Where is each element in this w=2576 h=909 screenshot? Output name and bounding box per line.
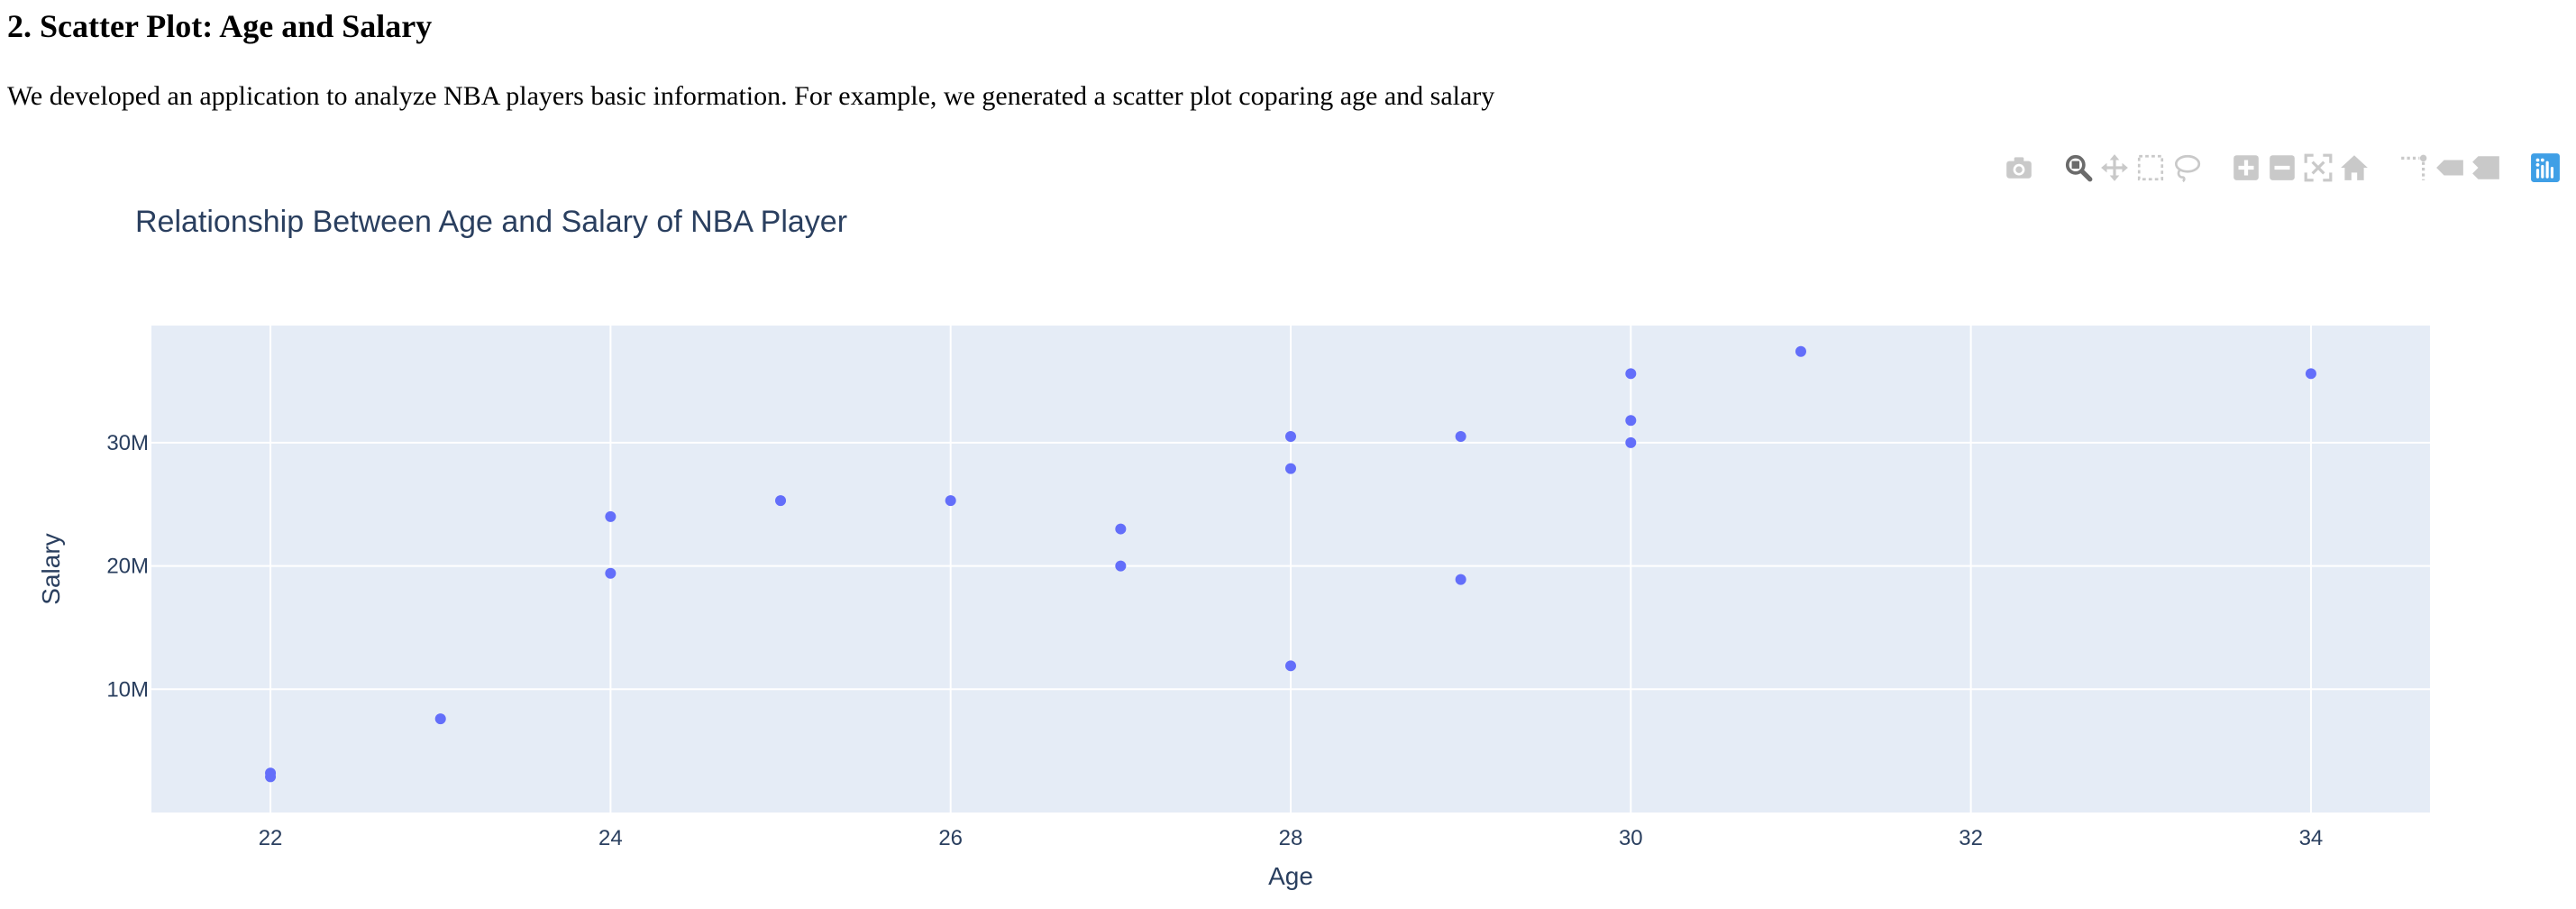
- autoscale-button[interactable]: [2300, 152, 2336, 184]
- scatter-point[interactable]: [775, 495, 787, 507]
- scatter-point[interactable]: [1285, 660, 1296, 672]
- scatter-point[interactable]: [265, 771, 277, 783]
- x-tick-label: 32: [1959, 826, 1983, 850]
- box-select-icon: [2137, 154, 2164, 181]
- modebar-group: [2001, 152, 2037, 184]
- plotly-logo-icon: [2531, 153, 2560, 182]
- x-tick-label: 34: [2299, 826, 2324, 850]
- scatter-points: [265, 345, 2316, 783]
- autoscale-icon: [2304, 153, 2333, 182]
- zoom-in-icon: [2233, 155, 2259, 180]
- y-tick-label: 10M: [106, 677, 149, 702]
- box-select-button[interactable]: [2133, 152, 2169, 184]
- spike-lines-button[interactable]: [2396, 152, 2432, 184]
- scatter-point[interactable]: [1795, 345, 1806, 357]
- plotly-logo-button[interactable]: [2527, 152, 2563, 184]
- scatter-point[interactable]: [1625, 436, 1637, 448]
- zoom-icon: [2065, 154, 2093, 182]
- zoom-out-button[interactable]: [2264, 152, 2300, 184]
- scatter-point[interactable]: [2305, 368, 2316, 380]
- spike-lines-icon: [2401, 154, 2427, 180]
- hover-compare-button[interactable]: [2468, 152, 2504, 184]
- zoom-out-icon: [2270, 155, 2295, 180]
- x-tick-label: 22: [259, 826, 283, 850]
- modebar-group: [2228, 152, 2372, 184]
- scatter-point[interactable]: [434, 713, 446, 725]
- x-tick-label: 26: [938, 826, 963, 850]
- scatter-point[interactable]: [1115, 523, 1127, 535]
- y-tick-labels: 10M 20M 30M: [106, 431, 149, 702]
- modebar-group: [2396, 152, 2504, 184]
- scatter-point[interactable]: [1625, 368, 1637, 380]
- reset-axes-icon: [2341, 155, 2368, 180]
- hover-closest-button[interactable]: [2432, 152, 2468, 184]
- x-tick-label: 28: [1279, 826, 1303, 850]
- y-tick-label: 20M: [106, 555, 149, 579]
- scatter-point[interactable]: [945, 495, 956, 507]
- camera-button[interactable]: [2001, 152, 2037, 184]
- scatter-point[interactable]: [1455, 574, 1466, 585]
- y-axis-label: Salary: [37, 533, 65, 604]
- x-tick-labels: 22 24 26 28 30 32 34: [259, 826, 2324, 850]
- y-tick-label: 30M: [106, 431, 149, 455]
- section-heading: 2. Scatter Plot: Age and Salary: [7, 8, 433, 44]
- scatter-point[interactable]: [1285, 431, 1296, 443]
- x-tick-label: 30: [1619, 826, 1643, 850]
- scatter-point[interactable]: [1455, 431, 1466, 443]
- scatter-point[interactable]: [1625, 415, 1637, 427]
- modebar-group: [2060, 152, 2205, 184]
- scatter-point[interactable]: [1285, 463, 1296, 474]
- chart-title: Relationship Between Age and Salary of N…: [135, 205, 847, 239]
- hover-closest-icon: [2436, 160, 2463, 176]
- scatter-point[interactable]: [605, 567, 617, 579]
- modebar-group: [2527, 152, 2563, 184]
- zoom-button[interactable]: [2060, 152, 2096, 184]
- chart-modebar: [1978, 152, 2563, 184]
- hover-compare-icon: [2472, 156, 2499, 179]
- scatter-chart: 22 24 26 28 30 32 34 10M 20M 30M Relationship Be…: [37, 205, 2430, 890]
- scatter-point[interactable]: [1115, 560, 1127, 572]
- zoom-in-button[interactable]: [2228, 152, 2264, 184]
- camera-icon: [2006, 157, 2032, 179]
- x-axis-label: Age: [1268, 862, 1313, 890]
- pan-button[interactable]: [2096, 152, 2133, 184]
- x-tick-label: 24: [598, 826, 623, 850]
- section-description: We developed an application to analyze N…: [7, 81, 1495, 111]
- pan-icon: [2101, 154, 2128, 181]
- reset-axes-button[interactable]: [2336, 152, 2372, 184]
- scatter-point[interactable]: [605, 510, 617, 522]
- lasso-select-icon: [2174, 154, 2201, 183]
- lasso-select-button[interactable]: [2169, 152, 2205, 184]
